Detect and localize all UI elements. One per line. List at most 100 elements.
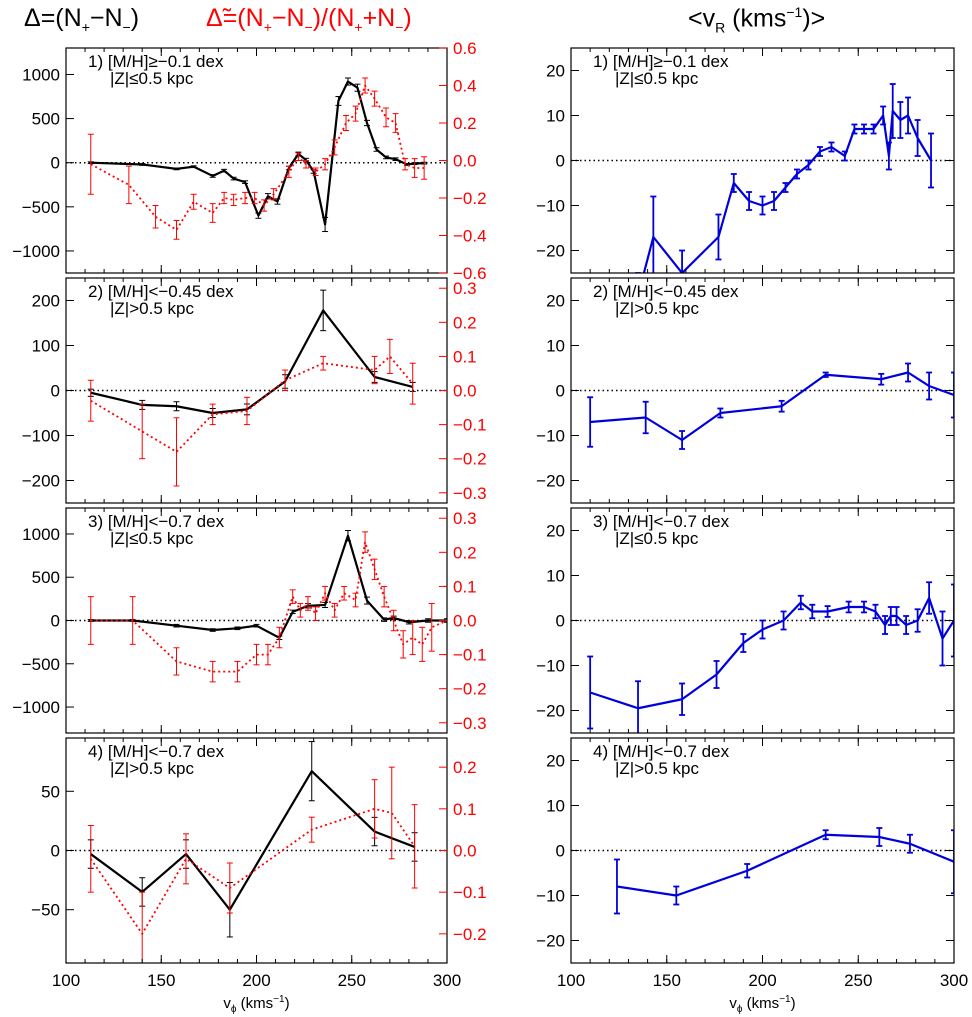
y-tick-label: 10 [546, 797, 565, 816]
panel-label-line1: 2) [M/H]<−0.45 dex [593, 282, 739, 301]
tilde-header-plus: + [263, 19, 272, 35]
x-axis-label-part: ) [285, 995, 290, 1012]
series-group [587, 581, 954, 733]
y-tick-label: −10 [536, 657, 565, 676]
y-tick-label: −500 [22, 655, 60, 674]
delta-header-end: ) [130, 4, 140, 32]
x-tick-label: 100 [557, 971, 585, 990]
panel-right-3: −20 −10 0 10 20 3) [M/H]<−0.7 dex|Z|≤0.5 kpc [536, 507, 955, 734]
y2-tick-label: −0.2 [453, 450, 487, 469]
y2-tick-label: −0.4 [453, 227, 487, 246]
x-tick-label: 250 [844, 971, 872, 990]
y2-tick-label: 0.1 [453, 800, 477, 819]
tilde-header-prefix: Δ̃=(N [206, 4, 264, 32]
x-tick-label: 100 [52, 971, 80, 990]
y-tick-label: 1000 [22, 65, 60, 84]
x-tick-label: 150 [147, 971, 175, 990]
y2-tick-label: 0.3 [453, 279, 477, 298]
panel-left-4: 100 150 200 250 300 vϕ (kms−1) −50 0 50 −0.2 −0.1 0… [31, 737, 487, 1015]
y-tick-label: 20 [546, 752, 565, 771]
delta-header-mid: −N [89, 4, 123, 32]
vr-header-mid: (kms [725, 4, 787, 33]
y2-tick-label: 0.0 [453, 382, 477, 401]
panel-label-line1: 3) [M/H]<−0.7 dex [88, 512, 225, 531]
y-tick-label: 0 [556, 152, 565, 171]
y-tick-label: −1000 [12, 698, 60, 717]
vr-header-prefix: <v [688, 4, 716, 33]
y2-tick-label: 0.1 [453, 347, 477, 366]
y2-tick-label: −0.6 [453, 264, 487, 283]
tilde-header-mid1: −N [271, 4, 305, 32]
panel-label-line2: |Z|>0.5 kpc [110, 299, 194, 318]
y-tick-label: −20 [536, 702, 565, 721]
y-tick-label: −10 [536, 197, 565, 216]
y-tick-label: −100 [22, 427, 60, 446]
y-tick-label: −20 [536, 242, 565, 261]
y-tick-label: 50 [41, 782, 60, 801]
black-series-line [90, 770, 416, 911]
y-tick-label: −50 [31, 901, 60, 920]
y-tick-label: 10 [546, 107, 565, 126]
x-tick-label: 150 [653, 971, 681, 990]
delta-header-minus: − [122, 19, 131, 35]
series-group [87, 289, 416, 487]
x-axis-label: vϕ (kms−1) [223, 994, 289, 1015]
y2-tick-label: 0.6 [453, 39, 477, 58]
y2-tick-label: −0.1 [453, 646, 487, 665]
x-tick-label: 200 [748, 971, 776, 990]
tilde-header-mid2: )/(N [312, 4, 355, 32]
y-tick-label: −20 [536, 472, 565, 491]
x-axis-label-part: ϕ [231, 1004, 237, 1015]
x-axis-label-part: −1 [779, 994, 791, 1005]
y-tick-label: 10 [546, 337, 565, 356]
y2-tick-label: 0.4 [453, 77, 477, 96]
panel-label-line1: 2) [M/H]<−0.45 dex [88, 282, 234, 301]
y2-tick-label: 0.1 [453, 577, 477, 596]
y2-tick-label: −0.1 [453, 416, 487, 435]
blue-series-line [589, 596, 954, 710]
x-axis-label-part: ϕ [737, 1004, 743, 1015]
y-tick-label: 0 [51, 154, 60, 173]
series-group [635, 83, 935, 273]
series-group [587, 362, 954, 450]
y2-tick-label: −0.2 [453, 925, 487, 944]
tilde-header-minus2: − [395, 19, 404, 35]
y2-tick-label: −0.2 [453, 189, 487, 208]
x-tick-label: 250 [338, 971, 366, 990]
y2-tick-label: 0.0 [453, 612, 477, 631]
vr-header-end: )> [802, 4, 826, 33]
panel-label-line2: |Z|≤0.5 kpc [615, 69, 699, 88]
y-tick-label: −1000 [12, 242, 60, 261]
delta-header-prefix: Δ=(N [24, 4, 82, 32]
blue-series-line [590, 371, 954, 442]
y-tick-label: 0 [556, 842, 565, 861]
panel-label-line2: |Z|≤0.5 kpc [110, 529, 194, 548]
x-tick-label: 300 [940, 971, 968, 990]
y2-tick-label: −0.2 [453, 680, 487, 699]
y-tick-label: 0 [51, 382, 60, 401]
y-tick-label: 20 [546, 292, 565, 311]
y-tick-label: 0 [51, 842, 60, 861]
panel-label-line2: |Z|>0.5 kpc [615, 299, 699, 318]
panel-right-2: −20 −10 0 10 20 2) [M/H]<−0.45 dex|Z|>0.5 kpc [536, 277, 955, 504]
red-series-line [90, 355, 414, 453]
y-tick-label: 0 [51, 612, 60, 631]
y-tick-label: 0 [556, 382, 565, 401]
panel-left-3: −1000 −500 0 500 1000 −0.3 −0.2 −0.1 0.0 0.1 0.2 0.… [12, 507, 487, 734]
delta-header: Δ=(N+−N−) [24, 4, 139, 35]
y2-tick-label: 0.2 [453, 758, 477, 777]
panel-label-line1: 1) [M/H]≥−0.1 dex [593, 52, 729, 71]
y2-tick-label: 0.2 [453, 114, 477, 133]
tilde-header-end: ) [403, 4, 412, 32]
y2-tick-label: 0.0 [453, 842, 477, 861]
x-axis-label: vϕ (kms−1) [729, 994, 795, 1015]
panel-right-1: −20 −10 0 10 20 1) [M/H]≥−0.1 dex|Z|≤0.5 kpc [536, 47, 955, 274]
panel-label-line2: |Z|≤0.5 kpc [615, 529, 699, 548]
y-tick-label: 10 [546, 567, 565, 586]
y2-tick-label: 0.2 [453, 313, 477, 332]
y-tick-label: 1000 [22, 525, 60, 544]
red-series-line [90, 541, 447, 673]
red-series-line [90, 807, 416, 935]
panel-label-line2: |Z|>0.5 kpc [110, 759, 194, 778]
x-axis-label-part: −1 [273, 994, 285, 1005]
